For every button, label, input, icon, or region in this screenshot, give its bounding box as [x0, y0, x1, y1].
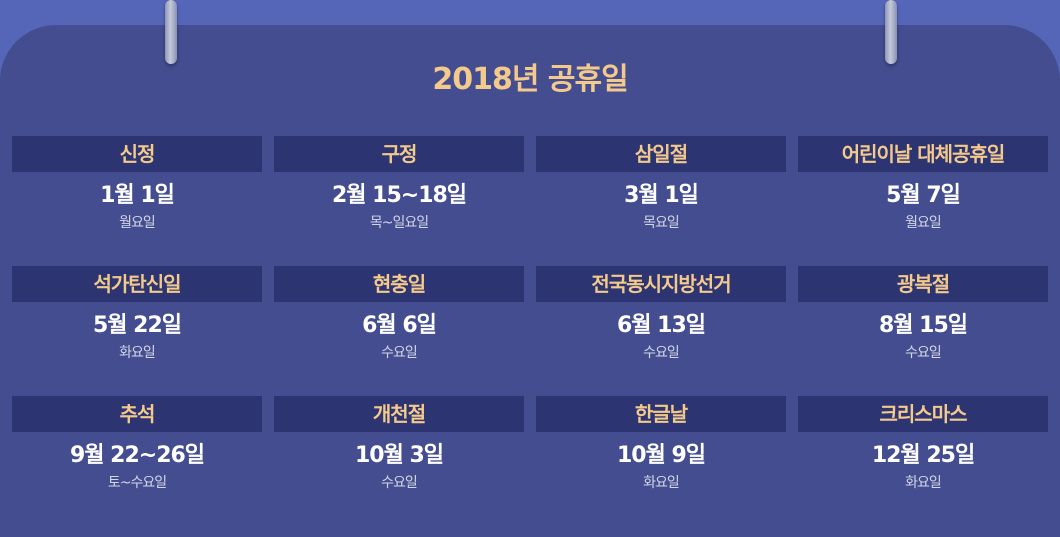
holiday-name: 삼일절: [536, 136, 786, 172]
holiday-weekday: 화요일: [905, 475, 942, 491]
holiday-card: 추석 9월 22~26일 토~수요일: [12, 396, 262, 506]
holiday-name: 광복절: [798, 266, 1048, 302]
holiday-card: 전국동시지방선거 6월 13일 수요일: [536, 266, 786, 376]
holiday-date: 2월 15~18일: [331, 183, 467, 208]
holiday-weekday: 수요일: [381, 475, 418, 491]
holiday-card: 석가탄신일 5월 22일 화요일: [12, 266, 262, 376]
holiday-weekday: 화요일: [643, 475, 680, 491]
holiday-weekday: 수요일: [905, 345, 942, 361]
holiday-card: 어린이날 대체공휴일 5월 7일 월요일: [798, 136, 1048, 246]
holiday-weekday: 목요일: [643, 215, 680, 231]
binder-ring-right: [885, 0, 897, 64]
holiday-date: 5월 22일: [92, 313, 182, 338]
page-title: 2018년 공휴일: [432, 62, 628, 97]
holiday-card: 구정 2월 15~18일 목~일요일: [274, 136, 524, 246]
holiday-card: 개천절 10월 3일 수요일: [274, 396, 524, 506]
holiday-weekday: 수요일: [643, 345, 680, 361]
holiday-date: 5월 7일: [886, 183, 961, 208]
holiday-weekday: 월요일: [905, 215, 942, 231]
holiday-card: 크리스마스 12월 25일 화요일: [798, 396, 1048, 506]
holiday-weekday: 화요일: [119, 345, 156, 361]
holiday-weekday: 수요일: [381, 345, 418, 361]
holiday-date: 6월 6일: [362, 313, 437, 338]
holiday-name: 구정: [274, 136, 524, 172]
holiday-name: 석가탄신일: [12, 266, 262, 302]
holiday-name: 한글날: [536, 396, 786, 432]
holiday-name: 어린이날 대체공휴일: [798, 136, 1048, 172]
holiday-card: 신정 1월 1일 월요일: [12, 136, 262, 246]
holiday-name: 크리스마스: [798, 396, 1048, 432]
holiday-weekday: 토~수요일: [107, 475, 167, 491]
holiday-name: 추석: [12, 396, 262, 432]
holiday-name: 신정: [12, 136, 262, 172]
holiday-name: 개천절: [274, 396, 524, 432]
holiday-card: 삼일절 3월 1일 목요일: [536, 136, 786, 246]
holiday-date: 10월 9일: [616, 443, 706, 468]
binder-ring-left: [165, 0, 177, 64]
holiday-date: 3월 1일: [624, 183, 699, 208]
holiday-date: 9월 22~26일: [69, 443, 205, 468]
holiday-name: 전국동시지방선거: [536, 266, 786, 302]
holiday-date: 6월 13일: [616, 313, 706, 338]
holiday-date: 1월 1일: [100, 183, 175, 208]
holiday-date: 10월 3일: [354, 443, 444, 468]
holiday-weekday: 목~일요일: [369, 215, 429, 231]
holiday-card: 현충일 6월 6일 수요일: [274, 266, 524, 376]
holiday-date: 12월 25일: [871, 443, 975, 468]
holiday-date: 8월 15일: [878, 313, 968, 338]
holiday-card: 광복절 8월 15일 수요일: [798, 266, 1048, 376]
holiday-card: 한글날 10월 9일 화요일: [536, 396, 786, 506]
holiday-weekday: 월요일: [119, 215, 156, 231]
holiday-name: 현충일: [274, 266, 524, 302]
